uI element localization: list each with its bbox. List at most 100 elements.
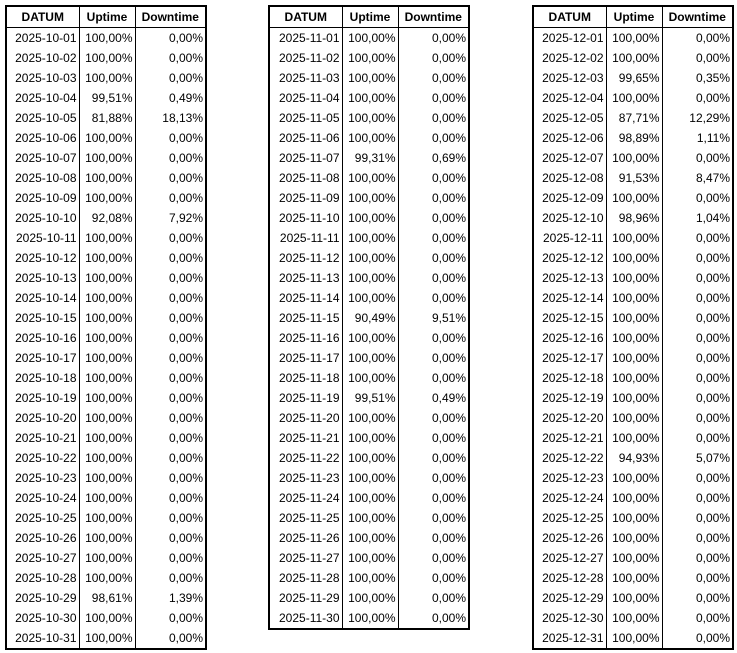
value-cell: 0,00% [397,248,470,268]
data-row: 2025-12-26 100,00% 0,00% [532,528,734,548]
header-row: DATUM Uptime Downtime [268,6,470,28]
value-cell: 100,00% [341,68,399,88]
date-cell: 2025-10-21 [5,428,80,448]
value-cell: 100,00% [78,308,136,328]
value-cell: 0,00% [397,368,470,388]
value-cell: 100,00% [341,108,399,128]
date-cell: 2025-11-06 [268,128,343,148]
value-cell: 100,00% [341,328,399,348]
date-cell: 2025-10-01 [5,27,80,48]
date-cell: 2025-10-26 [5,528,80,548]
date-cell: 2025-11-22 [268,448,343,468]
date-cell: 2025-11-17 [268,348,343,368]
data-row: 2025-10-16 100,00% 0,00% [5,328,207,348]
date-cell: 2025-12-11 [532,228,607,248]
value-cell: 100,00% [341,268,399,288]
data-row: 2025-10-03 100,00% 0,00% [5,68,207,88]
value-cell: 100,00% [341,588,399,608]
value-cell: 1,11% [661,128,734,148]
value-cell: 0,00% [397,48,470,68]
value-cell: 100,00% [341,48,399,68]
data-row: 2025-10-23 100,00% 0,00% [5,468,207,488]
data-row: 2025-11-26 100,00% 0,00% [268,528,470,548]
value-cell: 0,00% [397,108,470,128]
value-cell: 100,00% [78,48,136,68]
value-cell: 0,00% [661,248,734,268]
data-row: 2025-12-27 100,00% 0,00% [532,548,734,568]
value-cell: 100,00% [78,168,136,188]
value-cell: 100,00% [78,428,136,448]
header-row: DATUM Uptime Downtime [532,6,734,28]
value-cell: 0,69% [397,148,470,168]
date-cell: 2025-12-04 [532,88,607,108]
value-cell: 91,53% [605,168,663,188]
data-row: 2025-12-29 100,00% 0,00% [532,588,734,608]
value-cell: 8,47% [661,168,734,188]
data-row: 2025-10-21 100,00% 0,00% [5,428,207,448]
header-row: DATUM Uptime Downtime [5,6,207,28]
value-cell: 0,00% [661,568,734,588]
data-row: 2025-12-02 100,00% 0,00% [532,48,734,68]
value-cell: 100,00% [78,148,136,168]
data-row: 2025-11-12 100,00% 0,00% [268,248,470,268]
data-row: 2025-11-24 100,00% 0,00% [268,488,470,508]
data-row: 2025-12-22 94,93% 5,07% [532,448,734,468]
value-cell: 100,00% [341,448,399,468]
date-cell: 2025-12-03 [532,68,607,88]
date-cell: 2025-11-30 [268,608,343,629]
data-row: 2025-11-25 100,00% 0,00% [268,508,470,528]
date-cell: 2025-10-15 [5,308,80,328]
value-cell: 94,93% [605,448,663,468]
value-cell: 100,00% [78,228,136,248]
date-cell: 2025-12-21 [532,428,607,448]
value-cell: 100,00% [341,408,399,428]
data-row: 2025-10-25 100,00% 0,00% [5,508,207,528]
value-cell: 0,00% [134,408,207,428]
value-cell: 0,00% [134,508,207,528]
value-cell: 100,00% [78,68,136,88]
date-cell: 2025-12-08 [532,168,607,188]
data-row: 2025-11-27 100,00% 0,00% [268,548,470,568]
value-cell: 100,00% [78,408,136,428]
data-row: 2025-11-16 100,00% 0,00% [268,328,470,348]
data-row: 2025-12-14 100,00% 0,00% [532,288,734,308]
value-cell: 0,00% [661,608,734,628]
value-cell: 1,04% [661,208,734,228]
value-cell: 100,00% [78,328,136,348]
value-cell: 0,00% [134,328,207,348]
value-cell: 100,00% [605,148,663,168]
value-cell: 0,00% [134,128,207,148]
value-cell: 0,00% [397,608,470,629]
value-cell: 100,00% [605,228,663,248]
date-cell: 2025-11-07 [268,148,343,168]
value-cell: 100,00% [78,608,136,628]
value-cell: 0,00% [661,268,734,288]
value-cell: 0,49% [397,388,470,408]
data-row: 2025-11-17 100,00% 0,00% [268,348,470,368]
date-cell: 2025-11-01 [268,27,343,48]
value-cell: 0,00% [134,488,207,508]
data-row: 2025-10-14 100,00% 0,00% [5,288,207,308]
date-cell: 2025-11-02 [268,48,343,68]
header-cell: Uptime [78,6,136,28]
data-row: 2025-12-31 100,00% 0,00% [532,628,734,649]
value-cell: 0,00% [661,388,734,408]
data-row: 2025-11-29 100,00% 0,00% [268,588,470,608]
data-row: 2025-10-12 100,00% 0,00% [5,248,207,268]
date-cell: 2025-10-28 [5,568,80,588]
value-cell: 99,51% [78,88,136,108]
value-cell: 100,00% [605,348,663,368]
value-cell: 100,00% [605,468,663,488]
value-cell: 100,00% [605,328,663,348]
date-cell: 2025-10-31 [5,628,80,649]
date-cell: 2025-11-12 [268,248,343,268]
date-cell: 2025-10-17 [5,348,80,368]
date-cell: 2025-10-23 [5,468,80,488]
value-cell: 100,00% [605,628,663,649]
data-row: 2025-10-13 100,00% 0,00% [5,268,207,288]
date-cell: 2025-12-19 [532,388,607,408]
value-cell: 0,00% [134,368,207,388]
value-cell: 100,00% [78,268,136,288]
data-row: 2025-11-30 100,00% 0,00% [268,608,470,629]
value-cell: 0,00% [661,27,734,48]
